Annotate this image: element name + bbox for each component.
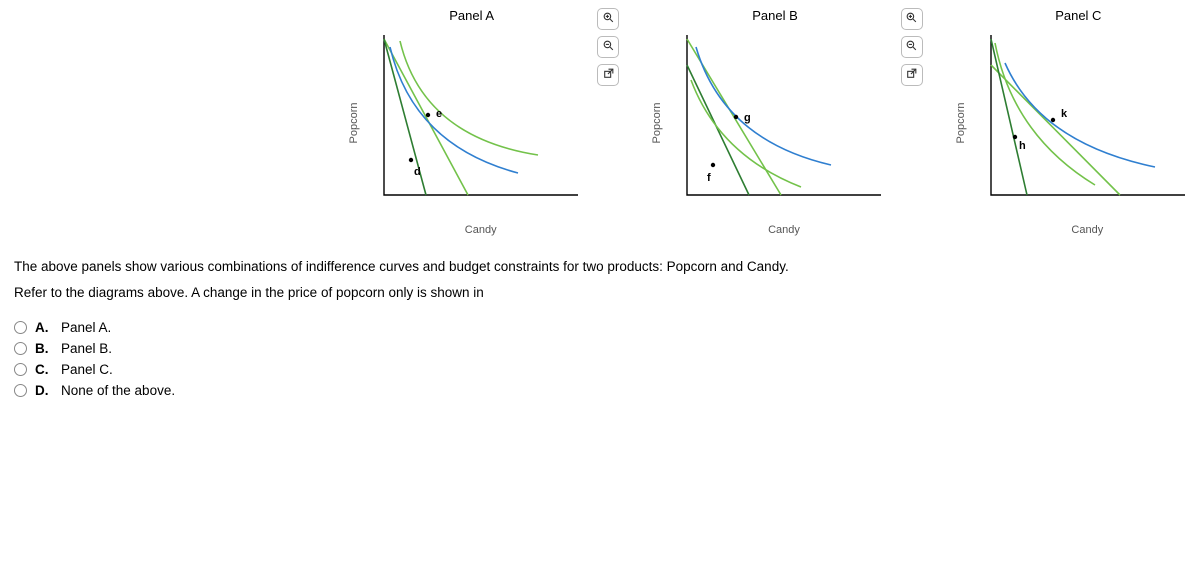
expand-icon [602, 67, 615, 83]
expand-button[interactable] [901, 64, 923, 86]
expand-button[interactable] [597, 64, 619, 86]
answer-option[interactable]: D. None of the above. [14, 380, 1186, 401]
answer-letter: D. [35, 383, 53, 398]
chart: Popcorned [368, 25, 588, 220]
panel-c: Panel C Popcorn k h Candy [957, 8, 1200, 236]
answer-text: Panel B. [61, 341, 112, 356]
answer-option[interactable]: A. Panel A. [14, 317, 1186, 338]
zoom-out-icon [602, 39, 615, 55]
answer-letter: A. [35, 320, 53, 335]
chart-tools [901, 8, 923, 86]
y-axis-label: Popcorn [651, 102, 663, 143]
chart-tools [597, 8, 619, 86]
x-axis-label: Candy [671, 224, 896, 236]
zoom-in-button[interactable] [901, 8, 923, 30]
panel-title: Panel A [350, 8, 593, 23]
zoom-in-icon [905, 11, 918, 27]
answer-text: None of the above. [61, 383, 175, 398]
x-axis-label: Candy [368, 224, 593, 236]
zoom-out-button[interactable] [901, 36, 923, 58]
panel-a: Panel A Popcorn e d Candy [350, 8, 593, 236]
zoom-out-button[interactable] [597, 36, 619, 58]
answer-text: Panel A. [61, 320, 111, 335]
answer-letter: C. [35, 362, 53, 377]
answers-block: A. Panel A. B. Panel B. C. Panel C. D. None of … [0, 305, 1200, 401]
chart: Popcornkh [975, 25, 1195, 220]
chart: Popcorngf [671, 25, 891, 220]
radio-icon[interactable] [14, 342, 27, 355]
svg-text:f: f [707, 172, 711, 184]
svg-text:d: d [414, 166, 421, 178]
x-axis-label: Candy [975, 224, 1200, 236]
svg-text:h: h [1019, 140, 1026, 152]
svg-text:k: k [1061, 108, 1068, 120]
panel-title: Panel B [653, 8, 896, 23]
answer-letter: B. [35, 341, 53, 356]
expand-icon [905, 67, 918, 83]
question-line-2: Refer to the diagrams above. A change in… [14, 280, 1186, 306]
radio-icon[interactable] [14, 321, 27, 334]
y-axis-label: Popcorn [348, 102, 360, 143]
question-text: The above panels show various combinatio… [0, 236, 1200, 305]
y-axis-label: Popcorn [955, 102, 967, 143]
answer-text: Panel C. [61, 362, 113, 377]
radio-icon[interactable] [14, 363, 27, 376]
panel-title: Panel C [957, 8, 1200, 23]
zoom-in-icon [602, 11, 615, 27]
answer-option[interactable]: B. Panel B. [14, 338, 1186, 359]
svg-text:g: g [744, 112, 751, 124]
answer-option[interactable]: C. Panel C. [14, 359, 1186, 380]
zoom-in-button[interactable] [597, 8, 619, 30]
svg-text:e: e [436, 108, 442, 120]
zoom-out-icon [905, 39, 918, 55]
question-line-1: The above panels show various combinatio… [14, 254, 1186, 280]
panel-b: Panel B Popcorn g f Candy [653, 8, 896, 236]
panels-row: Panel A Popcorn e d Candy Panel B Popcorn g f Can… [0, 0, 1200, 236]
radio-icon[interactable] [14, 384, 27, 397]
